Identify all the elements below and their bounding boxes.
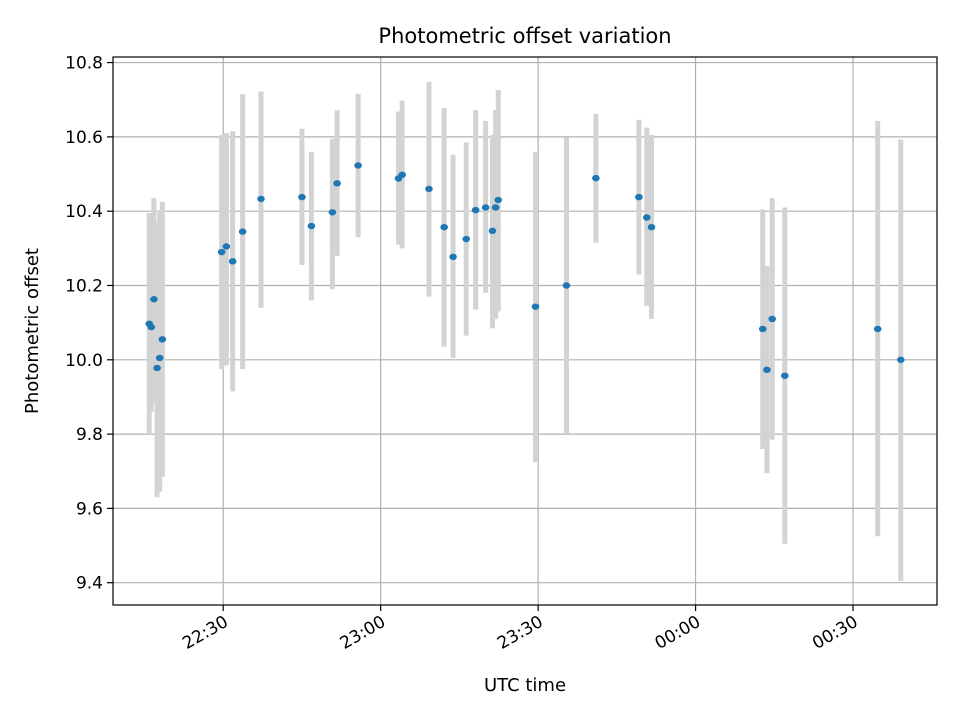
x-tick-label: 23:30	[494, 612, 546, 654]
data-point	[425, 185, 433, 193]
y-tick-label: 9.4	[76, 574, 103, 594]
data-point	[449, 253, 457, 261]
data-point	[328, 209, 337, 216]
data-point	[471, 206, 480, 214]
data-point	[398, 171, 406, 178]
data-point	[217, 248, 226, 256]
y-tick-label: 9.6	[76, 499, 103, 519]
data-point	[462, 235, 471, 243]
y-tick-label: 10.8	[65, 54, 103, 74]
data-points	[145, 162, 905, 379]
data-point	[153, 364, 161, 372]
data-point	[257, 195, 265, 203]
data-point	[333, 180, 341, 187]
data-point	[488, 227, 497, 235]
plot-frame	[112, 56, 938, 606]
data-point	[873, 325, 882, 333]
data-point	[758, 325, 767, 333]
x-tick-label: 00:00	[652, 612, 704, 654]
axis-ticks: 9.4 9.6 9.8 10.0 10.2 10.4 10.6 10.8 22:30 23:00 2…	[65, 54, 861, 654]
data-point	[155, 354, 164, 362]
data-point	[494, 196, 503, 204]
y-tick-label: 10.0	[65, 351, 103, 371]
data-point	[150, 296, 158, 303]
data-point	[147, 323, 156, 331]
data-point	[768, 315, 776, 323]
x-axis-title: UTC time	[484, 675, 566, 696]
data-point	[592, 174, 600, 182]
data-point	[562, 282, 571, 289]
y-tick-label: 10.2	[65, 276, 103, 296]
grid	[113, 57, 937, 605]
data-point	[307, 222, 316, 230]
y-axis-title: Photometric offset	[22, 248, 43, 414]
data-point	[531, 303, 540, 310]
y-tick-label: 10.6	[65, 128, 103, 148]
chart-title: Photometric offset variation	[378, 24, 671, 48]
y-tick-label: 9.8	[76, 425, 103, 445]
data-point	[298, 193, 306, 201]
x-tick-label: 00:30	[809, 612, 861, 654]
data-point	[780, 372, 789, 379]
y-tick-label: 10.4	[65, 202, 103, 222]
data-point	[354, 162, 362, 169]
data-point	[238, 228, 247, 235]
data-point	[222, 243, 231, 250]
x-tick-label: 22:30	[179, 612, 231, 654]
x-tick-label: 23:00	[337, 612, 389, 654]
data-point	[228, 258, 237, 265]
data-point	[158, 336, 167, 343]
data-point	[642, 214, 651, 221]
data-point	[896, 356, 905, 363]
data-point	[481, 204, 490, 211]
data-point	[440, 223, 448, 231]
data-point	[635, 193, 643, 201]
data-point	[763, 366, 771, 374]
data-point	[647, 223, 656, 231]
data-point	[491, 204, 500, 211]
error-bars	[146, 81, 904, 581]
